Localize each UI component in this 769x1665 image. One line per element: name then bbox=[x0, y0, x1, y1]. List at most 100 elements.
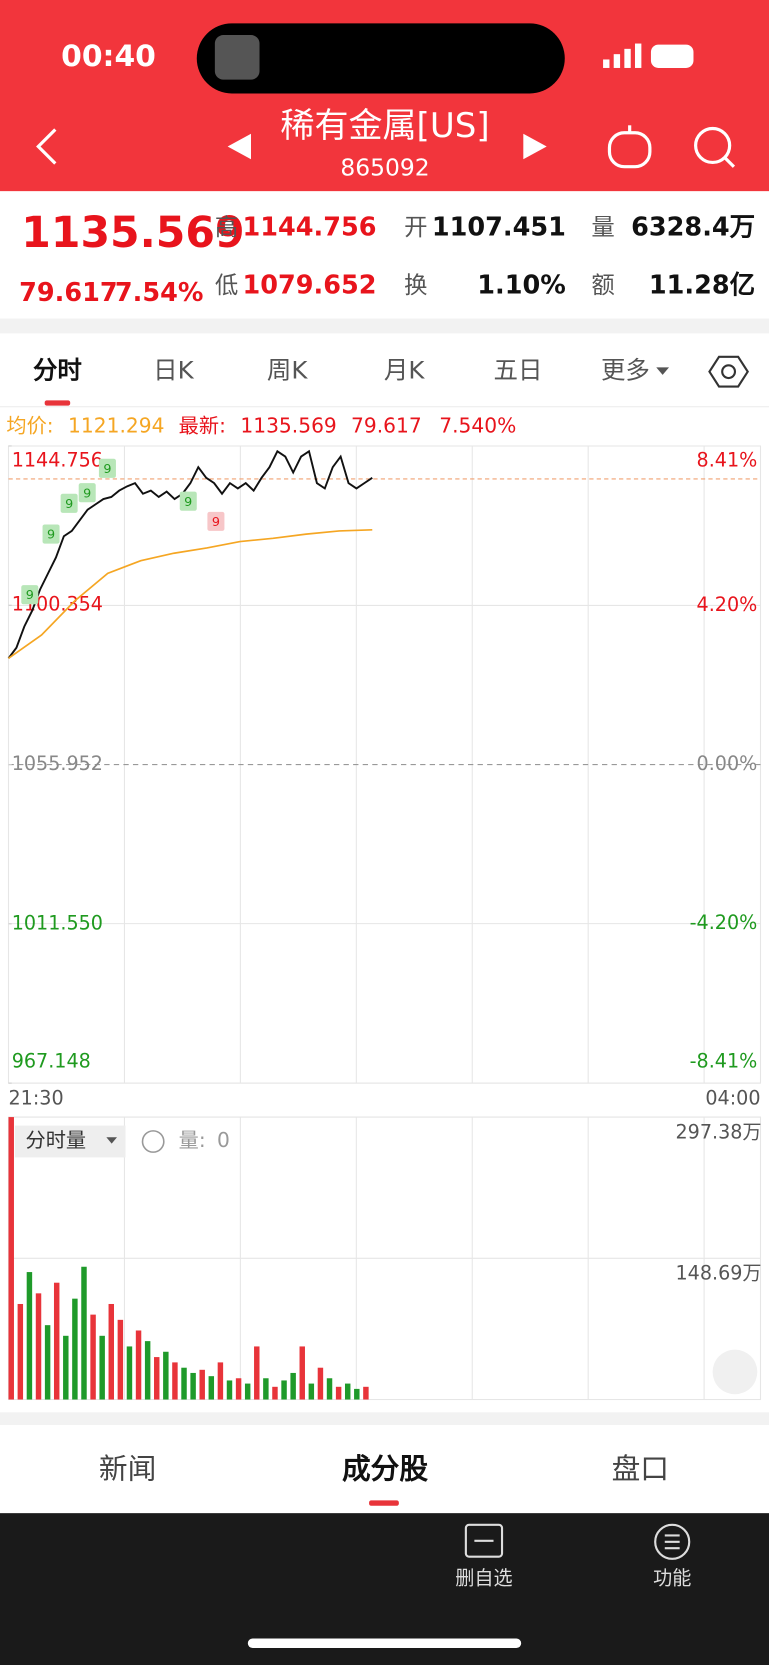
tab[interactable]: 周K bbox=[267, 356, 308, 385]
volume-bar bbox=[72, 1298, 78, 1400]
volume-bar bbox=[354, 1388, 360, 1400]
toolbar-label[interactable]: 删自选 bbox=[455, 1566, 512, 1589]
volume-bar bbox=[17, 1303, 24, 1400]
volume-bar bbox=[363, 1386, 369, 1400]
album-art bbox=[214, 35, 260, 80]
info-latest: 1135.569 bbox=[240, 413, 336, 437]
y-tick-label: 1011.550 bbox=[12, 911, 103, 934]
volume-bar bbox=[254, 1346, 260, 1400]
bottom-tab[interactable]: 新闻 bbox=[99, 1452, 156, 1486]
volume-bar bbox=[263, 1378, 269, 1400]
volume-bar bbox=[117, 1319, 124, 1400]
tab[interactable]: 更多 bbox=[601, 356, 650, 385]
stat-label: 低 bbox=[215, 271, 238, 299]
volume-bar bbox=[335, 1386, 342, 1400]
tab[interactable]: 分时 bbox=[33, 356, 82, 385]
info-pct: 7.540% bbox=[439, 413, 516, 437]
td-marker bbox=[98, 458, 116, 478]
volume-bar bbox=[53, 1282, 60, 1400]
td-marker-label: 9 bbox=[83, 486, 91, 501]
readout-label: 量: bbox=[179, 1128, 206, 1152]
stat-label: 高 bbox=[215, 213, 238, 241]
x-tick-label: 04:00 bbox=[705, 1087, 760, 1110]
stat-label: 量 bbox=[591, 213, 614, 241]
volume-bar bbox=[126, 1346, 133, 1400]
volume-bar bbox=[8, 1117, 14, 1400]
volume-bar bbox=[235, 1378, 242, 1400]
td-marker bbox=[78, 483, 96, 503]
td-marker-label: 9 bbox=[47, 528, 55, 543]
next-button[interactable] bbox=[523, 133, 547, 160]
signal-icon bbox=[603, 43, 642, 68]
stat-value: 1144.756 bbox=[243, 212, 377, 242]
header-code: 865092 bbox=[340, 153, 429, 181]
volume-bar bbox=[81, 1266, 87, 1400]
toolbar-icons bbox=[464, 1523, 691, 1560]
volume-bar bbox=[163, 1351, 169, 1400]
prev-button[interactable] bbox=[227, 133, 252, 160]
stat-label: 额 bbox=[591, 271, 614, 299]
info-line: 均价: 1121.294 最新: 1135.569 79.617 7.540% bbox=[6, 413, 516, 437]
separator bbox=[0, 1412, 769, 1426]
average-line bbox=[8, 528, 373, 660]
bottom-tab[interactable]: 盘口 bbox=[612, 1452, 669, 1486]
y-tick-label: 1055.952 bbox=[12, 752, 103, 775]
tabs: 分时 日K 周K 月K 五日 更多 bbox=[33, 356, 670, 385]
volume-bar bbox=[217, 1362, 224, 1400]
y2-tick-label: -8.41% bbox=[690, 1049, 758, 1072]
home-indicator bbox=[247, 1638, 522, 1649]
volume-bar bbox=[308, 1383, 315, 1400]
stat-value: 1079.652 bbox=[243, 271, 377, 301]
tab-indicator bbox=[44, 400, 71, 406]
header-title: 稀有金属[US] bbox=[280, 106, 489, 146]
y2-tick-label: 0.00% bbox=[697, 752, 758, 775]
volume-bar bbox=[135, 1330, 142, 1400]
y-tick-label: 148.69万 bbox=[675, 1262, 761, 1285]
volume-bar bbox=[26, 1272, 33, 1400]
stat-value: 6328.4万 bbox=[631, 212, 755, 242]
x-tick-label: 21:30 bbox=[9, 1087, 64, 1110]
volume-bar bbox=[63, 1335, 69, 1400]
td-marker bbox=[42, 524, 60, 544]
y2-tick-label: 4.20% bbox=[697, 593, 758, 616]
volume-bar bbox=[326, 1378, 333, 1400]
td-marker-label: 9 bbox=[65, 497, 73, 512]
battery bbox=[650, 44, 694, 68]
search-icon[interactable] bbox=[694, 126, 736, 168]
quote-price: 1135.569 bbox=[21, 209, 244, 258]
volume-bar bbox=[226, 1380, 233, 1400]
tab[interactable]: 月K bbox=[384, 356, 425, 385]
volume-title[interactable]: 分时量 bbox=[26, 1128, 87, 1152]
back-button[interactable] bbox=[36, 128, 57, 165]
fullscreen-button[interactable] bbox=[712, 1349, 758, 1395]
y2-tick-label: 8.41% bbox=[697, 448, 758, 471]
stat-label: 换 bbox=[404, 271, 427, 299]
volume-bar bbox=[281, 1380, 287, 1400]
toolbar-label[interactable]: 功能 bbox=[653, 1566, 691, 1589]
info-avg-label: 均价: bbox=[6, 413, 53, 437]
tab[interactable]: 日K bbox=[153, 356, 194, 385]
y-tick-label: 1144.756 bbox=[12, 448, 103, 471]
volume-bar bbox=[154, 1357, 160, 1400]
bottom-tab[interactable]: 成分股 bbox=[342, 1452, 428, 1486]
volume-selector-bg[interactable] bbox=[14, 1125, 126, 1158]
volume-bar bbox=[317, 1367, 324, 1400]
robot-icon[interactable] bbox=[607, 125, 652, 169]
td-marker-label: 9 bbox=[103, 462, 111, 477]
y-tick-label: 297.38万 bbox=[675, 1121, 761, 1144]
tab[interactable]: 五日 bbox=[494, 356, 543, 385]
volume-bar bbox=[90, 1314, 96, 1400]
dynamic-island bbox=[196, 23, 565, 94]
toolbar-labels: 删自选 功能 bbox=[455, 1566, 691, 1589]
help-icon[interactable] bbox=[141, 1130, 165, 1153]
volume-bar bbox=[44, 1325, 51, 1400]
info-avg: 1121.294 bbox=[68, 413, 164, 437]
settings-icon[interactable] bbox=[708, 355, 749, 388]
separator bbox=[0, 318, 769, 334]
volume-bar bbox=[344, 1383, 351, 1400]
volume-bar bbox=[181, 1367, 187, 1400]
td-marker-label: 9 bbox=[184, 495, 192, 510]
volume-bar bbox=[144, 1341, 151, 1400]
td-marker bbox=[21, 585, 39, 605]
